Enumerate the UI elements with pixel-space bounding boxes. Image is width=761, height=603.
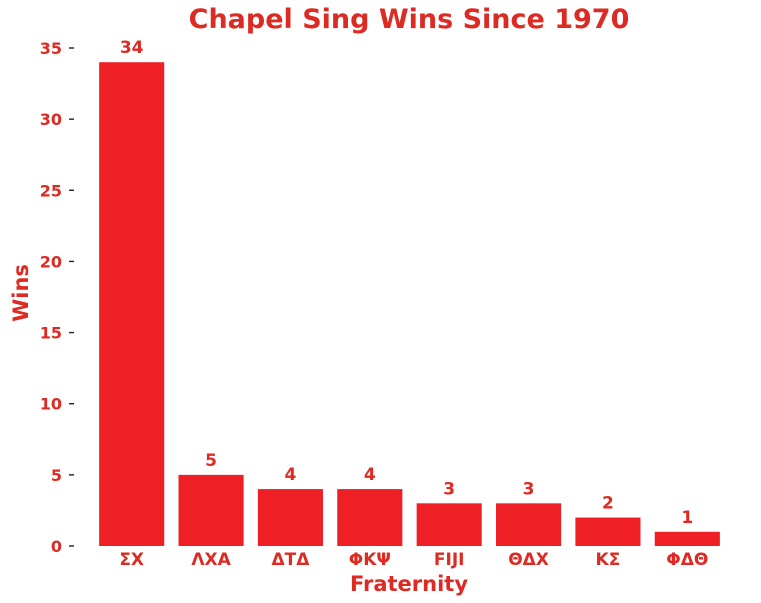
y-axis: 0 5 10 15 20 25 30 35 xyxy=(40,39,74,556)
bar xyxy=(416,503,482,546)
x-tick-label: ΔΤΔ xyxy=(271,550,310,570)
y-tick-label: 25 xyxy=(40,181,62,200)
bar-data-label: 34 xyxy=(120,38,144,58)
bar xyxy=(178,474,244,546)
bar xyxy=(575,517,641,546)
x-axis-label: Fraternity xyxy=(350,572,468,596)
y-tick-label: 5 xyxy=(51,466,62,485)
bar-data-label: 1 xyxy=(681,508,693,528)
x-tick-label: FIJI xyxy=(434,550,465,570)
y-tick-label: 35 xyxy=(40,39,62,58)
x-tick-label: ΣΧ xyxy=(119,550,144,570)
x-axis: ΣΧ ΛΧΑ ΔΤΔ ΦΚΨ FIJI ΘΔΧ ΚΣ ΦΔΘ xyxy=(119,550,708,570)
bar-data-label: 5 xyxy=(205,451,217,471)
bar-data-label: 3 xyxy=(523,479,535,499)
x-tick-label: ΦΚΨ xyxy=(349,550,391,570)
bar xyxy=(496,503,562,546)
y-axis-label: Wins xyxy=(9,264,33,322)
bar xyxy=(337,489,403,546)
x-tick-label: ΘΔΧ xyxy=(508,550,549,570)
bars-group: 34 5 4 4 3 3 2 1 xyxy=(99,38,720,546)
y-tick-label: 15 xyxy=(40,324,62,343)
x-tick-label: ΦΔΘ xyxy=(666,550,708,570)
bar-data-label: 4 xyxy=(364,465,376,485)
bar xyxy=(257,489,323,546)
y-tick-label: 20 xyxy=(40,252,62,271)
bar-data-label: 2 xyxy=(602,494,614,514)
chart-title: Chapel Sing Wins Since 1970 xyxy=(189,4,630,35)
bar xyxy=(654,531,720,546)
bar-data-label: 3 xyxy=(443,479,455,499)
bar-data-label: 4 xyxy=(285,465,297,485)
y-tick-label: 0 xyxy=(51,537,62,556)
y-tick-label: 30 xyxy=(40,110,62,129)
y-tick-label: 10 xyxy=(40,395,62,414)
x-tick-label: ΚΣ xyxy=(596,550,621,570)
bar xyxy=(99,62,165,546)
x-tick-label: ΛΧΑ xyxy=(191,550,231,570)
